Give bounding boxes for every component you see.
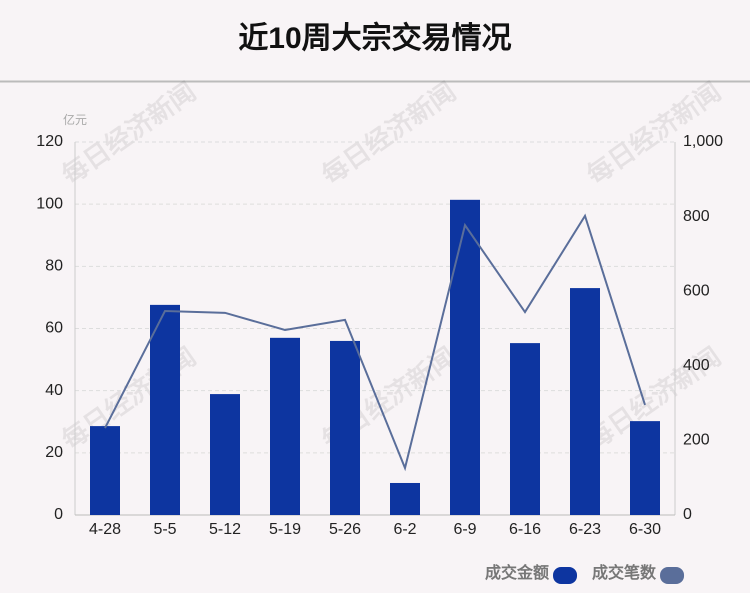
bar xyxy=(90,426,120,515)
y2-tick-label: 600 xyxy=(683,282,710,299)
x-tick-label: 5-12 xyxy=(209,521,241,538)
y-tick-label: 120 xyxy=(36,133,63,150)
legend-swatch xyxy=(553,567,578,584)
bar xyxy=(150,304,180,515)
y2-tick-label: 1,000 xyxy=(683,133,723,150)
y2-tick-label: 400 xyxy=(683,357,710,374)
chart-title: 近10周大宗交易情况 xyxy=(238,21,511,55)
y2-tick-label: 800 xyxy=(683,208,710,225)
y-tick-label: 100 xyxy=(36,195,63,212)
bar xyxy=(210,394,240,515)
bar xyxy=(450,199,480,515)
bar xyxy=(390,482,420,515)
x-tick-label: 5-26 xyxy=(329,521,361,538)
x-tick-label: 6-16 xyxy=(509,521,541,538)
y-tick-label: 20 xyxy=(45,444,63,461)
bar xyxy=(510,343,540,515)
x-tick-label: 4-28 xyxy=(89,521,121,538)
x-tick-label: 5-19 xyxy=(269,521,301,538)
line xyxy=(104,213,646,472)
y-tick-label: 80 xyxy=(45,258,63,275)
bar xyxy=(330,340,360,515)
y2-tick-label: 0 xyxy=(683,506,692,523)
y-tick-label: 40 xyxy=(45,382,63,399)
x-tick-label: 5-5 xyxy=(153,521,176,538)
x-tick-label: 6-9 xyxy=(453,521,476,538)
y-tick-label: 60 xyxy=(45,320,63,337)
legend-label: 成交笔数 xyxy=(592,563,657,582)
x-tick-label: 6-23 xyxy=(569,521,601,538)
y-unit: 亿元 xyxy=(63,112,87,127)
legend-swatch xyxy=(660,567,685,584)
x-tick-label: 6-30 xyxy=(629,521,661,538)
x-tick-label: 6-2 xyxy=(393,521,416,538)
legend-label: 成交金额 xyxy=(485,563,549,582)
y2-tick-label: 200 xyxy=(683,432,710,449)
bar xyxy=(570,288,600,515)
y-tick-label: 0 xyxy=(54,506,63,523)
bar xyxy=(270,337,300,515)
bar xyxy=(630,421,660,515)
